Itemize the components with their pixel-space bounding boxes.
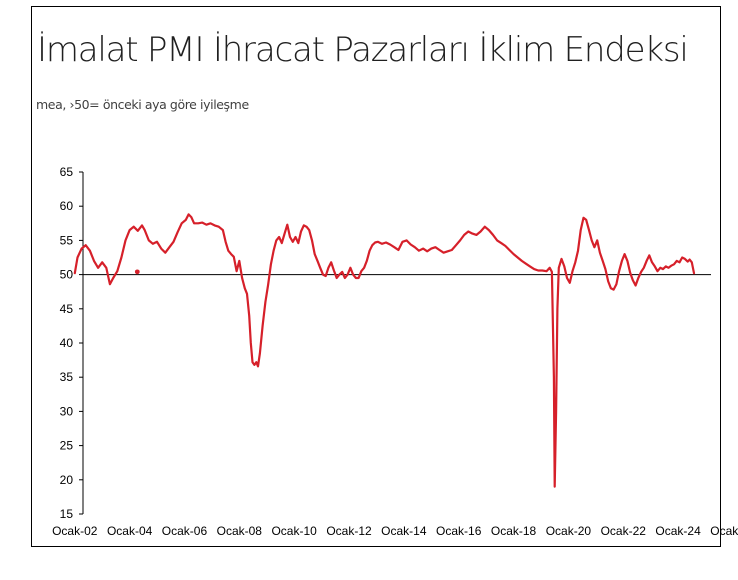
y-tick-label: 15 [60, 507, 74, 521]
series-line [73, 213, 696, 488]
x-tick-label: Ocak-14 [381, 524, 427, 538]
x-tick-label: Ocak-10 [271, 524, 317, 538]
chart-title: İmalat PMI İhracat Pazarları İklim Endek… [37, 30, 689, 70]
x-tick-label: Ocak-26 [710, 524, 738, 538]
y-tick-label: 40 [60, 336, 74, 350]
x-tick-label: Ocak-08 [217, 524, 263, 538]
x-tick-label: Ocak-24 [655, 524, 701, 538]
isolated-data-point [134, 269, 140, 275]
x-tick-label: Ocak-16 [436, 524, 482, 538]
x-tick-label: Ocak-04 [107, 524, 153, 538]
y-tick-label: 50 [60, 268, 74, 282]
chart-subtitle: mea, ›50= önceki aya göre iyileşme [36, 97, 249, 112]
x-tick-label: Ocak-20 [546, 524, 592, 538]
y-tick-label: 65 [60, 165, 74, 179]
y-tick-label: 30 [60, 404, 74, 418]
y-tick-label: 45 [60, 302, 74, 316]
x-tick-label: Ocak-06 [162, 524, 208, 538]
x-tick-label: Ocak-22 [601, 524, 647, 538]
y-tick-label: 55 [60, 233, 74, 247]
x-tick-label: Ocak-02 [52, 524, 98, 538]
x-tick-label: Ocak-12 [326, 524, 372, 538]
y-tick-label: 25 [60, 439, 74, 453]
x-tick-label: Ocak-18 [491, 524, 537, 538]
y-tick-label: 35 [60, 370, 74, 384]
y-tick-label: 60 [60, 199, 74, 213]
y-tick-label: 20 [60, 473, 74, 487]
